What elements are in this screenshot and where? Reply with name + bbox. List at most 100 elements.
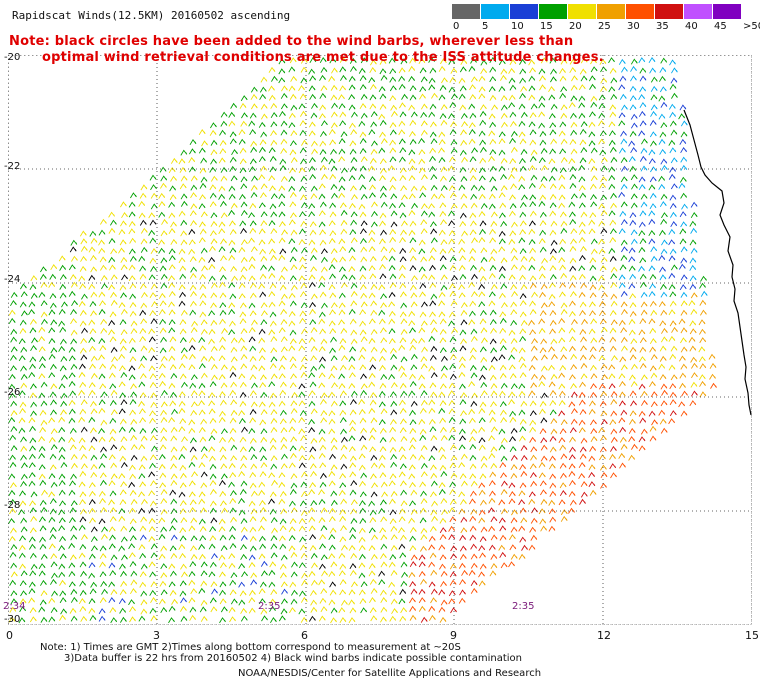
wind-barb	[310, 589, 317, 596]
wind-barb	[80, 399, 88, 406]
wind-barb	[649, 380, 656, 388]
wind-barb	[188, 248, 196, 255]
wind-barb	[428, 561, 436, 568]
wind-barb	[298, 462, 306, 469]
wind-barb	[319, 104, 327, 111]
wind-barb	[429, 67, 437, 74]
wind-barb	[638, 176, 646, 183]
wind-barb	[191, 320, 198, 327]
wind-barb	[219, 336, 227, 343]
wind-barb	[458, 461, 466, 469]
wind-barb	[629, 104, 637, 111]
wind-barb	[550, 103, 558, 110]
wind-barb	[369, 103, 377, 110]
wind-barb	[251, 382, 258, 389]
wind-barb	[650, 140, 657, 147]
wind-barb	[79, 283, 87, 290]
wind-barb	[220, 111, 228, 118]
wind-barb	[380, 201, 388, 208]
wind-barb	[460, 129, 467, 136]
wind-barb	[288, 66, 296, 73]
wind-barb	[409, 597, 416, 604]
wind-barb	[419, 434, 427, 441]
wind-barb	[480, 104, 487, 111]
wind-barb	[478, 291, 486, 298]
wind-barb	[260, 436, 268, 443]
wind-barb	[420, 219, 428, 226]
wind-barb	[290, 284, 298, 291]
wind-barb	[419, 481, 427, 488]
wind-barb	[680, 327, 688, 334]
wind-barb	[229, 371, 237, 378]
wind-barb	[620, 443, 628, 450]
wind-barb	[258, 598, 266, 605]
wind-barb	[628, 427, 636, 434]
wind-barb	[298, 345, 306, 352]
wind-barb	[129, 518, 137, 525]
wind-barb	[400, 500, 408, 507]
wind-barb	[660, 101, 668, 108]
wind-barb	[38, 346, 46, 353]
wind-barb	[558, 437, 566, 444]
wind-barb	[229, 525, 237, 532]
wind-barb	[118, 597, 126, 605]
wind-barb	[348, 355, 356, 362]
wind-barb	[418, 57, 426, 65]
wind-barb	[699, 380, 706, 387]
wind-barb	[658, 113, 666, 120]
wind-barb	[198, 362, 206, 370]
wind-barb	[498, 444, 506, 451]
wind-barb	[228, 302, 236, 309]
wind-barb	[479, 220, 487, 227]
wind-barb	[8, 317, 16, 324]
wind-barb	[329, 327, 337, 335]
wind-barb	[229, 138, 237, 145]
wind-barb	[50, 383, 58, 390]
wind-barb	[418, 418, 426, 425]
wind-barb	[640, 390, 648, 397]
wind-barb	[390, 534, 398, 541]
wind-barb	[390, 221, 398, 228]
wind-barb	[469, 174, 477, 182]
wind-barb	[398, 516, 406, 523]
wind-barb	[318, 183, 326, 190]
wind-barb	[290, 212, 297, 219]
wind-barb	[479, 401, 487, 408]
wind-barb	[79, 498, 86, 506]
wind-barb	[139, 327, 147, 334]
wind-barb	[589, 83, 596, 90]
wind-barb	[570, 129, 578, 136]
wind-barb	[479, 228, 486, 235]
wind-barb	[239, 158, 247, 165]
wind-barb	[569, 436, 576, 443]
wind-barb	[500, 184, 508, 192]
wind-barb	[39, 273, 47, 280]
wind-barb	[300, 509, 308, 516]
wind-barb	[260, 455, 268, 462]
wind-barb	[190, 409, 198, 416]
wind-barb	[289, 382, 297, 389]
wind-barb	[498, 131, 506, 138]
wind-barb	[359, 517, 367, 524]
wind-barb	[209, 380, 217, 388]
wind-barb	[111, 356, 118, 363]
wind-barb	[9, 454, 16, 461]
wind-barb	[670, 183, 678, 190]
wind-barb	[170, 498, 178, 505]
wind-barb	[140, 184, 148, 191]
wind-barb	[470, 400, 478, 407]
wind-barb	[229, 471, 237, 479]
wind-barb	[308, 68, 316, 75]
wind-barb	[120, 481, 128, 488]
wind-barb	[230, 337, 238, 344]
wind-barb	[258, 328, 266, 335]
wind-barb	[618, 417, 626, 424]
wind-barb	[99, 472, 107, 479]
wind-barb	[230, 102, 238, 109]
wind-barb	[320, 156, 328, 163]
wind-barb	[401, 194, 408, 201]
wind-barb	[290, 507, 298, 514]
wind-barb	[230, 572, 238, 579]
wind-barb	[109, 534, 116, 541]
wind-barb	[359, 165, 367, 172]
